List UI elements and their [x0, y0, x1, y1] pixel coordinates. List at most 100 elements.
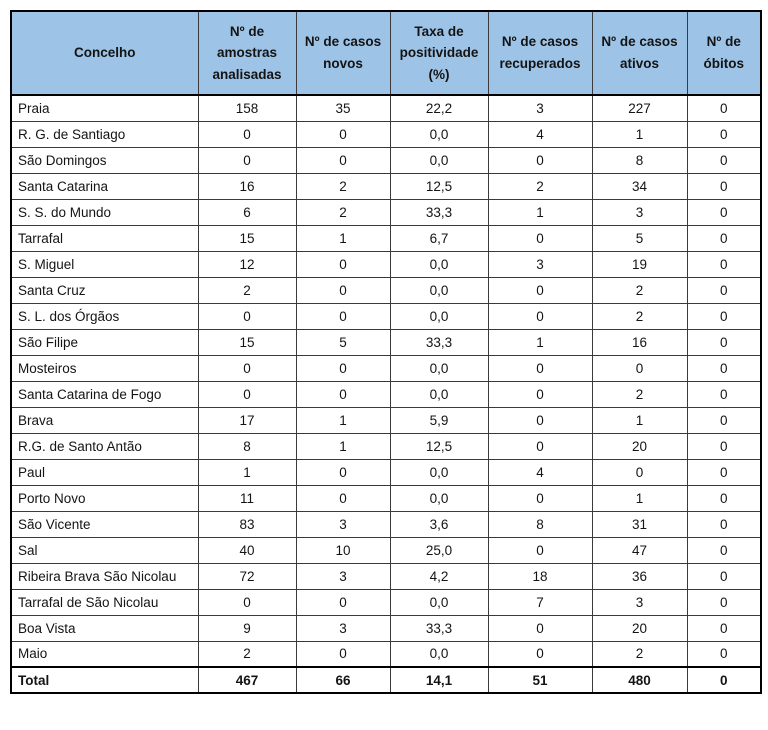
total-cell: 0	[686, 666, 762, 694]
row-label: Santa Cruz	[10, 276, 199, 304]
row-label: Praia	[10, 94, 199, 122]
table-cell: 20	[591, 432, 688, 460]
table-cell: 0	[487, 354, 593, 382]
table-cell: 0,0	[389, 302, 489, 330]
row-label: Maio	[10, 640, 199, 668]
table-cell: 0	[686, 198, 762, 226]
table-cell: 0	[487, 276, 593, 304]
table-row: Maio 2 0 0,0 0 2 0	[10, 640, 762, 668]
column-header-6: Nº de óbitos	[686, 10, 762, 96]
table-cell: 0	[487, 536, 593, 564]
table-cell: 0	[295, 250, 391, 278]
column-header-2: Nº de casos novos	[295, 10, 391, 96]
table-cell: 0	[686, 94, 762, 122]
table-cell: 11	[197, 484, 297, 512]
table-cell: 10	[295, 536, 391, 564]
table-cell: 0	[686, 328, 762, 356]
table-row: São Filipe 15 5 33,3 1 16 0	[10, 328, 762, 356]
table-cell: 0	[686, 588, 762, 616]
table-cell: 4	[487, 458, 593, 486]
table-row: Brava 17 1 5,9 0 1 0	[10, 406, 762, 434]
table-cell: 158	[197, 94, 297, 122]
table-cell: 20	[591, 614, 688, 642]
row-label: Santa Catarina de Fogo	[10, 380, 199, 408]
table-row: Santa Cruz 2 0 0,0 0 2 0	[10, 276, 762, 304]
table-cell: 0	[295, 276, 391, 304]
table-cell: 0,0	[389, 458, 489, 486]
table-cell: 0,0	[389, 146, 489, 174]
row-label: Tarrafal	[10, 224, 199, 252]
table-cell: 1	[295, 432, 391, 460]
total-cell: 467	[197, 666, 297, 694]
table-cell: 0	[197, 354, 297, 382]
table-cell: 0	[686, 172, 762, 200]
table-cell: 0,0	[389, 380, 489, 408]
row-label: Paul	[10, 458, 199, 486]
table-row: Praia 158 35 22,2 3 227 0	[10, 94, 762, 122]
table-cell: 0	[686, 380, 762, 408]
table-row: Ribeira Brava São Nicolau 72 3 4,2 18 36 0	[10, 562, 762, 590]
table-cell: 47	[591, 536, 688, 564]
table-cell: 4,2	[389, 562, 489, 590]
column-header-0: Concelho	[10, 10, 199, 96]
table-cell: 0	[591, 354, 688, 382]
row-label: R. G. de Santiago	[10, 120, 199, 148]
table-cell: 0	[295, 640, 391, 668]
table-row: Porto Novo 11 0 0,0 0 1 0	[10, 484, 762, 512]
table-cell: 6,7	[389, 224, 489, 252]
table-cell: 2	[197, 640, 297, 668]
table-cell: 0	[686, 250, 762, 278]
table-cell: 8	[591, 146, 688, 174]
table-cell: 16	[591, 328, 688, 356]
row-label: Boa Vista	[10, 614, 199, 642]
table-cell: 0	[686, 302, 762, 330]
table-cell: 0	[487, 484, 593, 512]
covid-municipality-table: Concelho Nº de amostras analisadas Nº de c…	[10, 10, 762, 694]
table-cell: 0	[487, 406, 593, 434]
row-label: Mosteiros	[10, 354, 199, 382]
column-header-1: Nº de amostras analisadas	[197, 10, 297, 96]
table-cell: 0	[487, 614, 593, 642]
table-cell: 2	[487, 172, 593, 200]
table-cell: 3	[591, 198, 688, 226]
column-header-4: Nº de casos recuperados	[487, 10, 593, 96]
table-cell: 0	[487, 380, 593, 408]
row-label: S. S. do Mundo	[10, 198, 199, 226]
table-cell: 12,5	[389, 432, 489, 460]
table-cell: 15	[197, 328, 297, 356]
table-cell: 0	[686, 406, 762, 434]
table-cell: 12,5	[389, 172, 489, 200]
table-cell: 1	[295, 224, 391, 252]
table-cell: 8	[197, 432, 297, 460]
table-cell: 1	[295, 406, 391, 434]
table-row: R. G. de Santiago 0 0 0,0 4 1 0	[10, 120, 762, 148]
table-cell: 1	[487, 198, 593, 226]
table-cell: 0,0	[389, 276, 489, 304]
table-cell: 0,0	[389, 640, 489, 668]
table-cell: 83	[197, 510, 297, 538]
column-header-5: Nº de casos ativos	[591, 10, 688, 96]
table-cell: 34	[591, 172, 688, 200]
row-label: Porto Novo	[10, 484, 199, 512]
table-cell: 16	[197, 172, 297, 200]
total-cell: 51	[487, 666, 593, 694]
table-cell: 0	[686, 354, 762, 382]
table-cell: 6	[197, 198, 297, 226]
table-cell: 1	[591, 484, 688, 512]
table-cell: 1	[487, 328, 593, 356]
column-header-3: Taxa de positividade (%)	[389, 10, 489, 96]
table-cell: 0	[295, 146, 391, 174]
row-label: Brava	[10, 406, 199, 434]
table-cell: 3	[591, 588, 688, 616]
table-cell: 0,0	[389, 354, 489, 382]
table-row: Santa Catarina 16 2 12,5 2 34 0	[10, 172, 762, 200]
row-label: São Filipe	[10, 328, 199, 356]
row-label: Sal	[10, 536, 199, 564]
table-cell: 0	[197, 120, 297, 148]
row-label: São Vicente	[10, 510, 199, 538]
table-cell: 0	[686, 510, 762, 538]
table-cell: 0,0	[389, 120, 489, 148]
table-cell: 17	[197, 406, 297, 434]
table-cell: 0	[487, 302, 593, 330]
